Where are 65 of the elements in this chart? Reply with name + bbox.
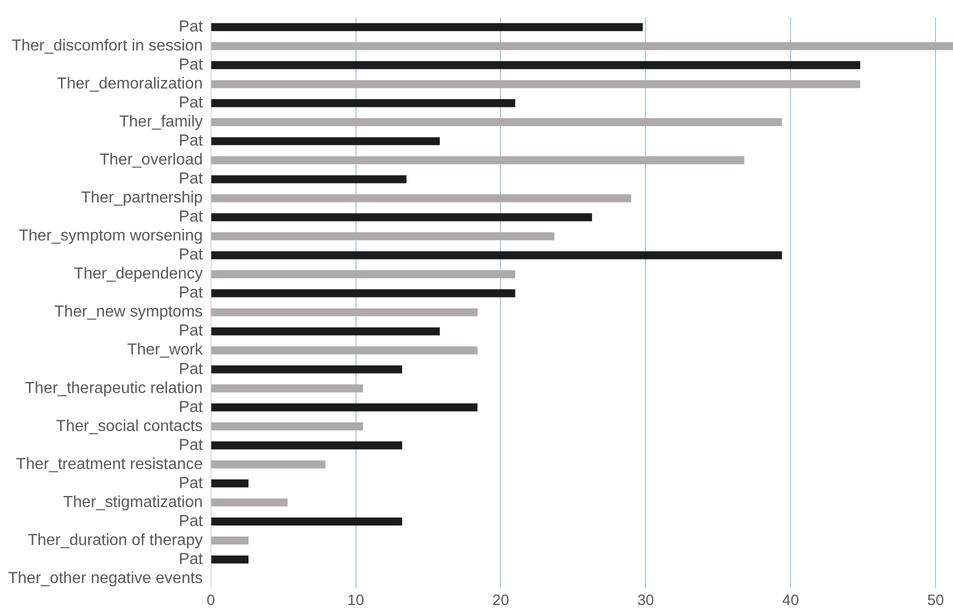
x-tick-label: 10 [347,592,364,610]
bar [211,346,478,354]
bar [211,327,440,336]
bar [211,479,248,488]
bar [211,99,516,108]
y-tick-label: Ther_duration of therapy [28,532,203,549]
bar [211,365,402,374]
y-tick-label: Pat [178,94,204,112]
y-tick-label: Pat [178,170,204,188]
bar [211,498,288,506]
bar [211,289,516,298]
y-tick-label: Ther_stigmatization [63,494,203,511]
bar [211,422,363,430]
y-tick-label: Ther_dependency [74,266,203,283]
y-tick-label: Pat [178,56,204,74]
y-tick-label: Pat [178,398,204,416]
y-tick-label: Pat [178,284,204,302]
y-tick-label: Pat [178,474,204,492]
bar [211,460,326,468]
bar [211,213,592,222]
bar [211,270,516,278]
bar [211,61,860,70]
y-tick-label: Ther_other negative events [8,570,203,587]
y-tick-label: Pat [178,550,204,568]
y-tick-label: Pat [178,246,204,264]
y-tick-label: Pat [178,360,204,378]
bar [211,80,860,88]
y-tick-label: Ther_overload [100,152,203,169]
x-tick-label: 40 [782,592,799,610]
y-tick-label: Pat [178,132,204,150]
bar [211,441,402,450]
x-tick-label: 20 [492,592,510,610]
y-tick-label: Ther_demoralization [56,76,203,93]
y-tick-label: Pat [178,322,204,340]
bar [211,555,248,564]
bar [211,232,554,240]
y-tick-label: Ther_work [127,342,204,359]
y-tick-label: Ther_new symptoms [54,304,203,321]
y-tick-label: Ther_symptom worsening [18,228,203,245]
bar [211,156,744,164]
bar [211,137,440,146]
x-tick-label: 0 [206,592,215,610]
y-tick-label: Pat [178,208,204,226]
y-tick-label: Pat [178,436,204,454]
y-tick-label: Pat [178,18,204,36]
bar [211,118,782,126]
y-tick-label: Ther_therapeutic relation [24,380,203,397]
bar [211,175,406,184]
bar [211,194,632,202]
bar [211,251,782,260]
bar [211,403,478,412]
y-tick-label: Ther_family [119,114,203,131]
y-tick-label: Ther_social contacts [56,418,203,435]
y-tick-label: Ther_discomfort in session [12,38,203,55]
y-tick-label: Ther_treatment resistance [16,456,203,473]
y-tick-label: Pat [178,512,204,530]
bar [211,536,248,544]
bar [211,517,402,526]
bar [211,42,953,50]
x-tick-label: 30 [637,592,654,610]
bar [211,308,478,316]
y-tick-label: Ther_partnership [80,190,203,207]
x-tick-label: 50 [927,592,944,610]
bar [211,23,643,32]
bar [211,384,363,392]
